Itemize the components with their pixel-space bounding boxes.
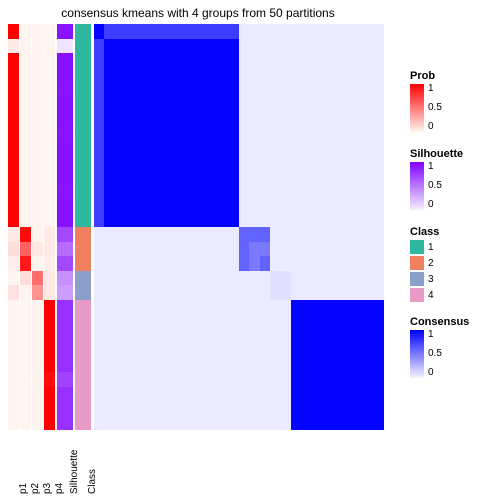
col-label-p1: p1 xyxy=(18,483,29,494)
col-label-p4: p4 xyxy=(54,483,65,494)
legend-prob: Prob 1 0.5 0 xyxy=(410,70,490,132)
chart-title: consensus kmeans with 4 groups from 50 p… xyxy=(8,6,388,20)
col-label-p3: p3 xyxy=(42,483,53,494)
legend-silhouette: Silhouette 1 0.5 0 xyxy=(410,148,490,210)
legend-swatch xyxy=(410,272,424,286)
legend-tick: 1 xyxy=(428,162,442,172)
legend-tick: 1 xyxy=(428,330,442,340)
legend-gradient xyxy=(410,162,424,210)
legend-class: Class 1 2 3 4 xyxy=(410,226,490,302)
annot-col-p3 xyxy=(32,24,43,430)
annot-col-p1 xyxy=(8,24,19,430)
legend-gradient xyxy=(410,84,424,132)
consensus-heatmap-figure: { "title": { "text": "consensus kmeans w… xyxy=(0,0,504,504)
legend-title: Class xyxy=(410,226,490,238)
legend-tick: 0 xyxy=(428,368,442,378)
legend-tick: 1 xyxy=(428,84,442,94)
annot-col-p2 xyxy=(20,24,31,430)
legend-tick: 0.5 xyxy=(428,349,442,359)
legend-swatch xyxy=(410,288,424,302)
legend-tick: 0.5 xyxy=(428,181,442,191)
col-label-p2: p2 xyxy=(30,483,41,494)
legend-gradient xyxy=(410,330,424,378)
consensus-heatmap xyxy=(94,24,384,430)
annot-col-Silhouette xyxy=(57,24,73,430)
legend-title: Consensus xyxy=(410,316,490,328)
legend-item-label: 1 xyxy=(428,242,434,253)
annot-col-Class xyxy=(75,24,91,430)
legend-title: Prob xyxy=(410,70,490,82)
col-label-Class: Class xyxy=(87,469,98,494)
legend-tick: 0 xyxy=(428,122,442,132)
col-label-Silhouette: Silhouette xyxy=(69,450,80,494)
legend-title: Silhouette xyxy=(410,148,490,160)
annot-col-p4 xyxy=(44,24,55,430)
legend-tick: 0 xyxy=(428,200,442,210)
legend-consensus: Consensus 1 0.5 0 xyxy=(410,316,490,378)
legend-swatch xyxy=(410,240,424,254)
legend-swatch xyxy=(410,256,424,270)
legend-item-label: 3 xyxy=(428,274,434,285)
legend-item-label: 4 xyxy=(428,290,434,301)
legend-item-label: 2 xyxy=(428,258,434,269)
legend-tick: 0.5 xyxy=(428,103,442,113)
